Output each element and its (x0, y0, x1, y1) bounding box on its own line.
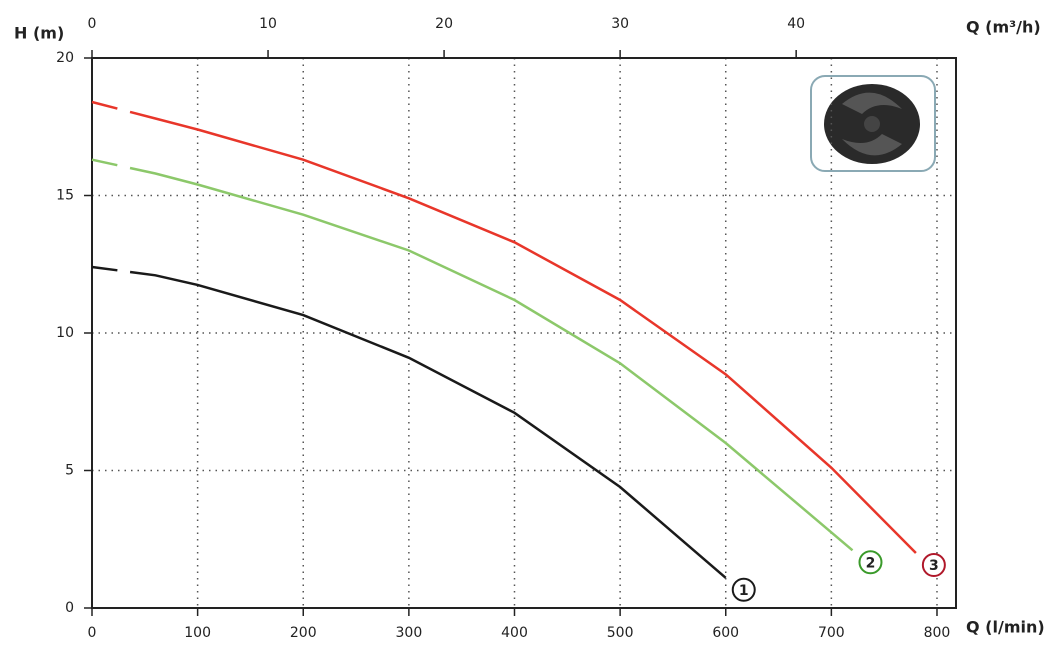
x2-tick-label: 20 (435, 16, 453, 32)
x-tick-label: 100 (184, 625, 211, 641)
x-tick-label: 500 (607, 625, 634, 641)
series-label-circle (921, 553, 946, 577)
y-tick-label: 20 (56, 50, 74, 66)
y-tick-label: 0 (65, 600, 74, 616)
series-label: 2 (858, 550, 883, 575)
series-label-text: 3 (929, 558, 939, 574)
x-tick-label: 0 (88, 625, 97, 641)
x2-tick-label: 30 (611, 16, 629, 32)
series-label-circle (731, 577, 756, 602)
series-label-text: 2 (866, 555, 876, 571)
y-tick-label: 15 (56, 188, 74, 204)
series-line (91, 100, 917, 554)
plot-frame (91, 57, 957, 609)
x-tick-label: 400 (501, 625, 528, 641)
x-tick-label: 800 (924, 625, 951, 641)
x2-axis-label: Q (m³/h) (966, 18, 1041, 37)
series-line (91, 158, 854, 552)
x2-tick-label: 40 (787, 16, 805, 32)
series-line (91, 265, 727, 579)
x-tick-label: 300 (396, 625, 423, 641)
x2-tick-label: 0 (88, 16, 97, 32)
series-label-text: 1 (739, 583, 749, 599)
x2-tick-label: 10 (259, 16, 277, 32)
series-label: 1 (731, 577, 756, 602)
impeller-image (810, 75, 936, 172)
x-tick-label: 700 (818, 625, 845, 641)
series-label: 3 (921, 553, 946, 577)
y-axis-label: H (m) (14, 24, 64, 43)
x-tick-label: 200 (290, 625, 317, 641)
x-tick-label: 600 (712, 625, 739, 641)
series-label-circle (858, 550, 883, 575)
x-axis-label: Q (l/min) (966, 618, 1045, 637)
y-tick-label: 5 (65, 463, 74, 479)
y-tick-label: 10 (56, 325, 74, 341)
